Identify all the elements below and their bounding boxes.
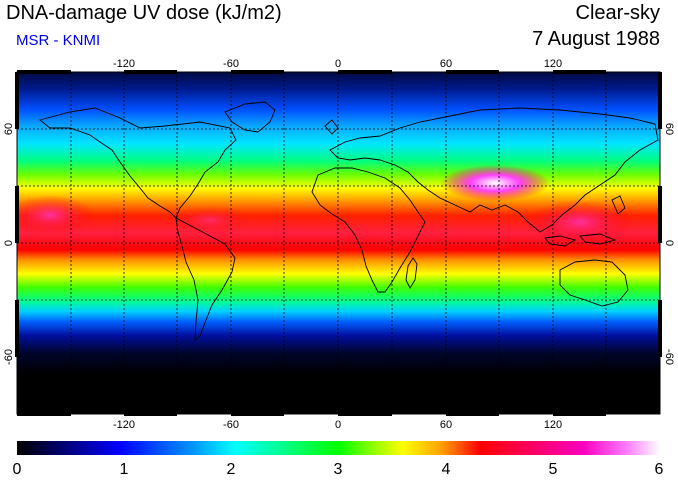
lat-label-left-3: -60	[3, 349, 15, 365]
lon-label-bottom-5: 120	[544, 419, 562, 431]
lat-label-right-2: 0	[663, 240, 675, 246]
lat-label-left-1: 60	[3, 123, 15, 135]
source-label: MSR - KNMI	[16, 32, 101, 49]
colorbar-label-2: 2	[227, 461, 236, 478]
lon-label-top-1: -120	[113, 58, 135, 70]
lon-label-bottom-3: 0	[335, 419, 341, 431]
sky-condition-label: Clear-sky	[575, 2, 660, 24]
lon-label-bottom-4: 60	[440, 419, 452, 431]
lon-label-top-2: -60	[223, 58, 239, 70]
graticule	[17, 72, 660, 414]
lon-label-top-4: 60	[440, 58, 452, 70]
lat-label-right-1: 60	[663, 123, 675, 135]
colorbar-label-1: 1	[120, 461, 129, 478]
lon-label-bottom-2: -60	[223, 419, 239, 431]
colorbar	[17, 441, 660, 455]
date-label: 7 August 1988	[532, 28, 660, 50]
lon-label-top-5: 120	[544, 58, 562, 70]
lon-label-top-3: 0	[335, 58, 341, 70]
lat-label-right-3: -60	[663, 349, 675, 365]
lon-label-bottom-1: -120	[113, 419, 135, 431]
map-title: DNA-damage UV dose (kJ/m2)	[6, 2, 282, 24]
map-frame	[15, 70, 662, 416]
colorbar-label-6: 6	[655, 461, 664, 478]
colorbar-label-0: 0	[13, 461, 22, 478]
colorbar-label-5: 5	[549, 461, 558, 478]
colorbar-label-4: 4	[442, 461, 451, 478]
lat-label-left-2: 0	[3, 240, 15, 246]
colorbar-label-3: 3	[334, 461, 343, 478]
